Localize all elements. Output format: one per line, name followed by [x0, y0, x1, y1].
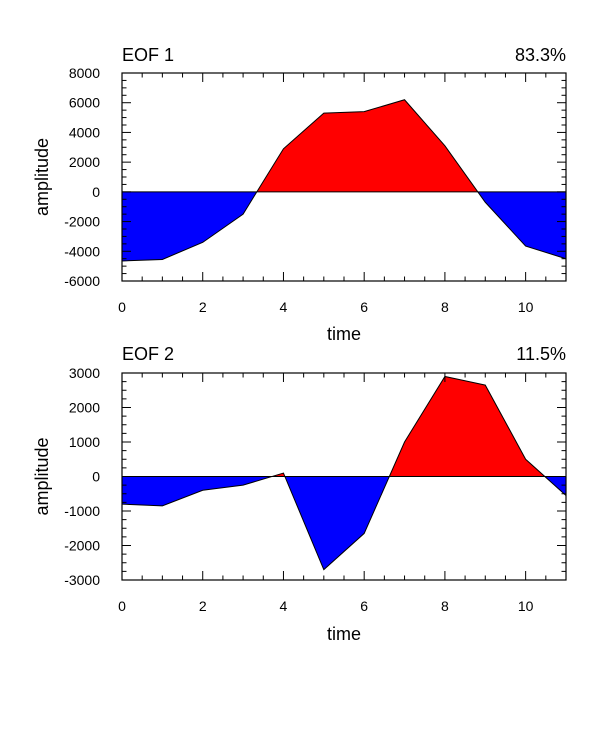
eof2-y-tick-label: -3000	[64, 572, 100, 588]
eof2-y-tick-label: 2000	[69, 400, 100, 416]
eof2-x-tick-label: 8	[441, 598, 449, 614]
eof2-y-tick-label: 3000	[69, 365, 100, 381]
eof1-y-tick-label: 8000	[69, 65, 100, 81]
eof1-x-tick-label: 0	[118, 299, 126, 315]
eof2-negative-area	[122, 476, 566, 570]
eof2-x-tick-label: 10	[518, 598, 534, 614]
eof1-title: EOF 1	[122, 45, 174, 65]
eof1-negative-area	[122, 191, 566, 261]
eof2-y-tick-label: 0	[92, 469, 100, 485]
eof1-x-tick-label: 6	[360, 299, 368, 315]
eof1-series-line	[121, 99, 567, 262]
eof2-x-tick-label: 0	[118, 598, 126, 614]
eof2-y-tick-label: -2000	[64, 538, 100, 554]
eof1-variance-label: 83.3%	[515, 45, 566, 65]
eof1-x-tick-label: 4	[280, 299, 288, 315]
eof1-x-tick-label: 8	[441, 299, 449, 315]
eof2-panel: 0 2 4 6 8 10 -3000 -2000 -1000 0 1000 2000 3000 time a…	[32, 344, 567, 644]
eof1-x-tick-label: 2	[199, 299, 207, 315]
eof1-y-tick-label: -2000	[64, 214, 100, 230]
eof1-panel: 0 2 4 6 8 10 -6000 -4000 -2000 0 2000 4000 6000 8000 t…	[32, 45, 567, 344]
eof2-x-tick-label: 2	[199, 598, 207, 614]
eof2-y-tick-label: 1000	[69, 434, 100, 450]
eof2-x-tick-label: 6	[360, 598, 368, 614]
eof2-title: EOF 2	[122, 344, 174, 364]
eof2-x-axis-title: time	[327, 624, 361, 644]
eof2-x-tick-label: 4	[280, 598, 288, 614]
eof2-y-tick-label: -1000	[64, 503, 100, 519]
eof1-x-axis-title: time	[327, 324, 361, 344]
eof1-y-tick-label: 4000	[69, 124, 100, 140]
eof1-y-tick-label: -6000	[64, 273, 100, 289]
eof2-positive-area	[122, 376, 566, 477]
eof1-y-tick-label: 6000	[69, 95, 100, 111]
eof1-positive-area	[122, 99, 566, 192]
eof1-y-tick-label: -4000	[64, 243, 100, 259]
eof1-y-tick-label: 0	[92, 184, 100, 200]
eof1-y-tick-label: 2000	[69, 154, 100, 170]
eof2-series-line	[121, 375, 567, 571]
eof2-y-axis-title: amplitude	[32, 437, 52, 515]
eof1-y-axis-title: amplitude	[32, 138, 52, 216]
eof1-x-tick-label: 10	[518, 299, 534, 315]
eof2-variance-label: 11.5%	[516, 344, 566, 364]
